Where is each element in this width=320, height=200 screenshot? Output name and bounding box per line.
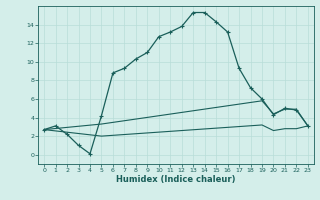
X-axis label: Humidex (Indice chaleur): Humidex (Indice chaleur) (116, 175, 236, 184)
